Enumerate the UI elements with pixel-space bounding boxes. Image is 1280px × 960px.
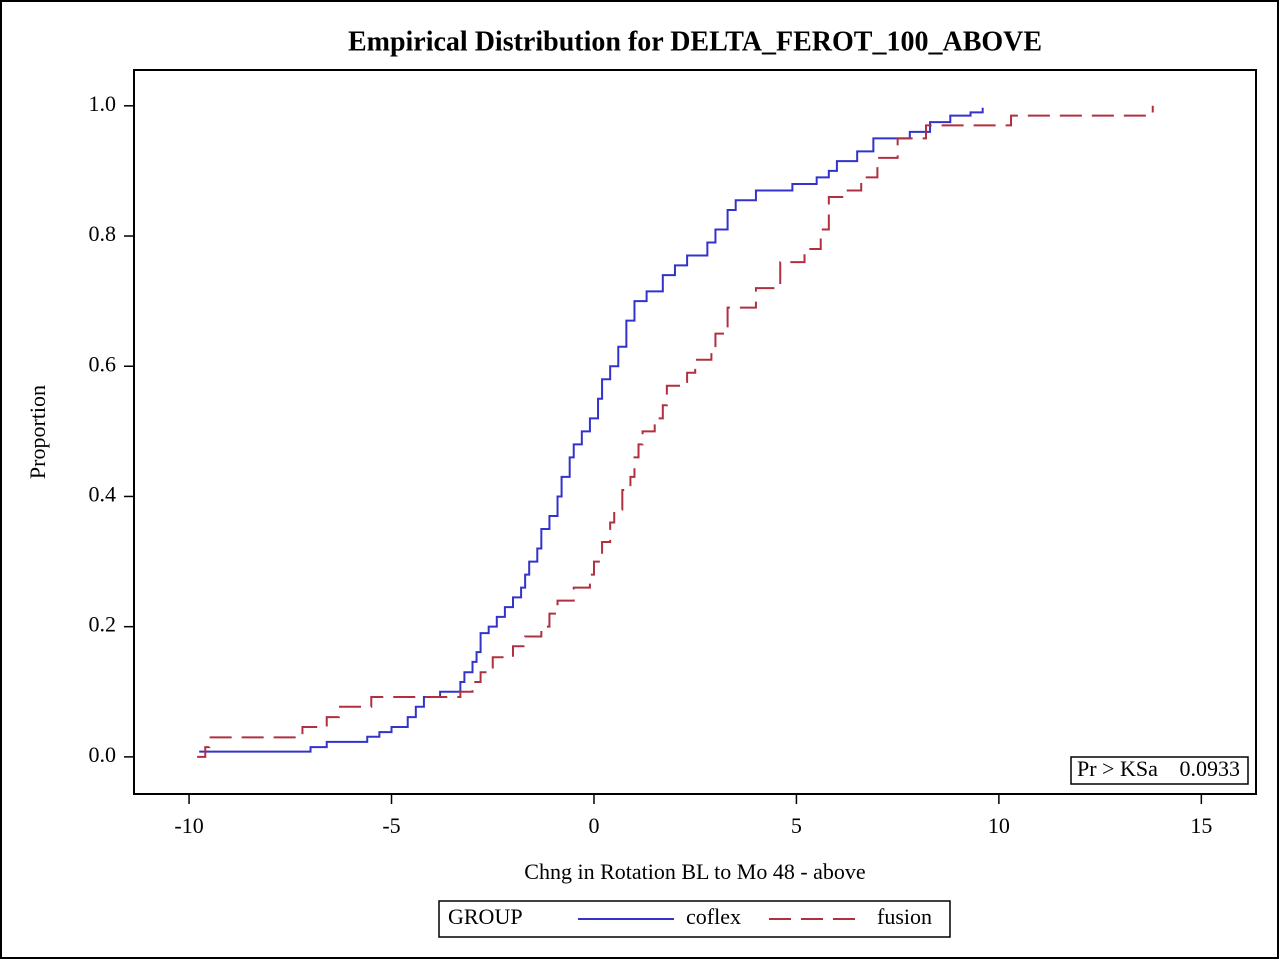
legend-box (438, 900, 951, 938)
x-axis-label: Chng in Rotation BL to Mo 48 - above (524, 859, 865, 884)
annotation-label: Pr > KSa (1077, 756, 1158, 781)
annotation-value: 0.0933 (1180, 756, 1241, 781)
legend-label: coflex (686, 904, 741, 929)
y-tick-label: 0.4 (89, 482, 117, 507)
step-line (197, 105, 1154, 758)
x-tick-label: 5 (791, 813, 802, 838)
y-tick-label: 0.8 (89, 221, 117, 246)
x-tick-label: 10 (988, 813, 1010, 838)
y-tick-label: 0.0 (89, 742, 117, 767)
x-tick-label: 0 (588, 813, 599, 838)
x-tick-label: 15 (1190, 813, 1212, 838)
y-axis-label: Proportion (25, 385, 50, 479)
legend-label: fusion (877, 904, 932, 929)
y-tick-label: 0.2 (89, 612, 117, 637)
plot-frame (133, 69, 1257, 795)
y-tick-label: 1.0 (89, 91, 117, 116)
chart-title: Empirical Distribution for DELTA_FEROT_1… (348, 26, 1042, 57)
x-tick-label: -5 (382, 813, 400, 838)
annotation-box (1070, 756, 1249, 785)
step-line (199, 107, 984, 753)
y-tick-label: 0.6 (89, 351, 117, 376)
x-tick-label: -10 (174, 813, 203, 838)
legend-title: GROUP (448, 904, 523, 929)
